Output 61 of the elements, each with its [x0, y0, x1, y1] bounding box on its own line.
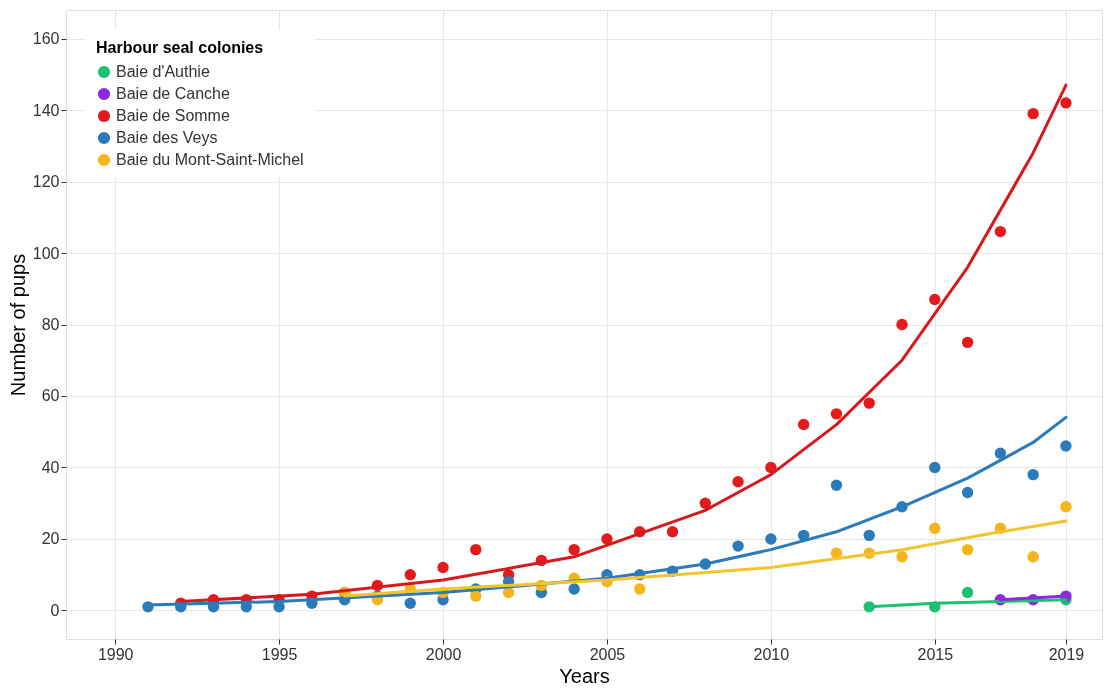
point: [961, 543, 974, 556]
legend-label: Baie d'Authie: [116, 63, 210, 80]
y-tick-label: 160: [32, 30, 60, 48]
y-tick-label: 140: [32, 101, 60, 119]
y-tick-label: 80: [41, 316, 60, 333]
point: [1027, 551, 1039, 563]
legend-label: Baie de Somme: [116, 107, 230, 124]
point: [470, 590, 482, 602]
legend-label: Baie des Veys: [116, 129, 218, 146]
point: [830, 479, 843, 492]
point: [961, 586, 974, 599]
point: [797, 418, 810, 431]
point: [1060, 440, 1072, 452]
point: [634, 583, 646, 595]
point: [994, 225, 1007, 238]
x-tick-label: 1990: [97, 645, 134, 663]
point: [765, 461, 777, 474]
x-axis-title: Years: [559, 664, 610, 687]
point: [929, 293, 941, 306]
point: [994, 447, 1007, 459]
point: [1060, 97, 1072, 109]
point: [961, 336, 974, 349]
point: [765, 533, 777, 545]
point: [404, 568, 416, 581]
point: [601, 533, 613, 545]
y-tick-label: 60: [41, 387, 60, 405]
y-tick-label: 100: [32, 244, 60, 262]
point: [1060, 501, 1072, 513]
point: [568, 543, 580, 556]
y-tick-label: 40: [41, 458, 60, 476]
point: [666, 526, 679, 538]
point: [437, 561, 449, 574]
point: [863, 529, 875, 542]
point: [1027, 107, 1039, 120]
y-tick-label: 0: [50, 601, 60, 619]
x-tick-label: 2005: [589, 645, 626, 663]
x-tick-label: 2010: [753, 645, 790, 663]
point: [568, 583, 580, 595]
y-tick-label: 120: [32, 173, 60, 191]
y-axis-title: Number of pups: [6, 253, 29, 397]
point: [732, 476, 744, 488]
point: [470, 543, 482, 556]
legend-title: Harbour seal colonies: [96, 39, 264, 56]
point: [929, 522, 941, 534]
point: [699, 497, 711, 509]
point: [732, 540, 744, 552]
point: [961, 486, 974, 499]
point: [830, 408, 843, 420]
point: [1027, 468, 1039, 481]
x-tick-label: 2019: [1048, 645, 1085, 663]
y-tick-label: 20: [41, 530, 60, 548]
x-tick-label: 2000: [425, 645, 462, 663]
x-tick-label: 2015: [917, 645, 954, 663]
point: [863, 397, 875, 409]
point: [896, 551, 908, 563]
x-tick-label: 1995: [261, 645, 298, 663]
point: [404, 597, 416, 609]
legend-label: Baie du Mont-Saint-Michel: [116, 151, 304, 168]
legend-label: Baie de Canche: [116, 85, 230, 102]
point: [896, 318, 908, 331]
point: [929, 461, 941, 474]
